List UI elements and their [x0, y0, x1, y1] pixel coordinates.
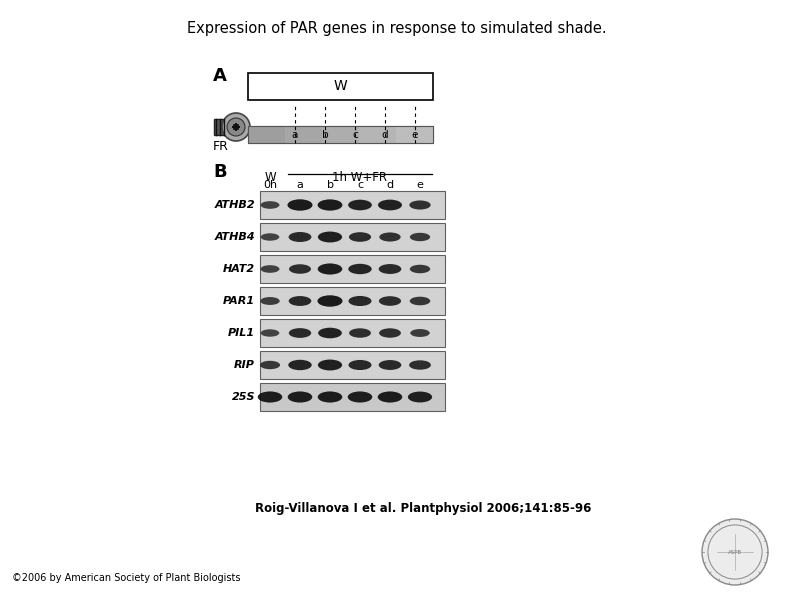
Ellipse shape [387, 131, 394, 135]
Ellipse shape [408, 392, 432, 402]
Ellipse shape [349, 232, 371, 242]
Ellipse shape [417, 131, 423, 135]
Bar [214, 119, 228, 135]
Bar [260, 351, 445, 379]
Bar [396, 126, 433, 143]
Ellipse shape [289, 296, 311, 306]
Ellipse shape [260, 361, 280, 369]
Bar [322, 126, 359, 143]
Text: RIP: RIP [234, 360, 255, 370]
Ellipse shape [318, 295, 342, 306]
Text: PAR1: PAR1 [223, 296, 255, 306]
Ellipse shape [379, 264, 401, 274]
Ellipse shape [289, 264, 311, 274]
Ellipse shape [289, 328, 311, 338]
Text: ATHB4: ATHB4 [214, 232, 255, 242]
Ellipse shape [318, 231, 342, 242]
Bar [260, 191, 445, 219]
Bar [359, 126, 396, 143]
Ellipse shape [349, 360, 372, 370]
Ellipse shape [380, 233, 401, 242]
Text: e: e [412, 130, 418, 139]
Text: FR: FR [213, 140, 229, 153]
Text: Expression of PAR genes in response to simulated shade.: Expression of PAR genes in response to s… [187, 21, 607, 36]
Text: A: A [213, 67, 227, 85]
Text: HAT2: HAT2 [223, 264, 255, 274]
Bar [260, 223, 445, 251]
Text: ATHB2: ATHB2 [214, 200, 255, 210]
Ellipse shape [287, 199, 313, 211]
Ellipse shape [410, 329, 430, 337]
Text: 1h W+FR: 1h W+FR [333, 171, 387, 184]
Ellipse shape [376, 131, 384, 135]
Ellipse shape [409, 361, 431, 369]
Ellipse shape [410, 201, 430, 209]
Circle shape [222, 113, 250, 141]
Ellipse shape [349, 264, 372, 274]
Ellipse shape [378, 200, 402, 211]
Ellipse shape [379, 328, 401, 338]
Text: ASPB: ASPB [728, 550, 742, 555]
Ellipse shape [326, 131, 333, 135]
Circle shape [702, 519, 768, 585]
Ellipse shape [318, 199, 342, 211]
Bar [285, 126, 322, 143]
Ellipse shape [379, 360, 401, 370]
Ellipse shape [349, 296, 372, 306]
Ellipse shape [296, 131, 303, 135]
Ellipse shape [287, 131, 294, 135]
Ellipse shape [318, 392, 342, 403]
Ellipse shape [410, 265, 430, 273]
Text: c: c [357, 180, 363, 190]
Bar [248, 126, 433, 143]
Ellipse shape [318, 264, 342, 274]
Ellipse shape [260, 297, 279, 305]
Text: PIL1: PIL1 [228, 328, 255, 338]
Text: ©2006 by American Society of Plant Biologists: ©2006 by American Society of Plant Biolo… [12, 573, 241, 583]
Ellipse shape [407, 131, 414, 135]
Bar [260, 383, 445, 411]
Text: Roig-Villanova I et al. Plantphysiol 2006;141:85-96: Roig-Villanova I et al. Plantphysiol 200… [255, 502, 592, 515]
Ellipse shape [318, 328, 342, 339]
Text: a: a [292, 130, 299, 139]
Ellipse shape [410, 233, 430, 241]
Text: d: d [387, 180, 394, 190]
Bar [260, 287, 445, 315]
Text: W: W [264, 171, 276, 184]
Text: d: d [382, 130, 388, 139]
Text: a: a [297, 180, 303, 190]
Ellipse shape [379, 296, 401, 306]
Bar [248, 126, 433, 143]
Ellipse shape [317, 131, 323, 135]
Ellipse shape [348, 200, 372, 210]
Bar [260, 319, 445, 347]
Ellipse shape [378, 392, 403, 403]
Ellipse shape [260, 233, 279, 241]
Ellipse shape [288, 360, 312, 370]
Text: c: c [352, 130, 358, 139]
Text: b: b [326, 180, 333, 190]
Ellipse shape [260, 329, 279, 337]
Bar [248, 126, 285, 143]
Ellipse shape [349, 328, 371, 338]
Text: e: e [417, 180, 423, 190]
Bar [260, 255, 445, 283]
Ellipse shape [258, 392, 283, 403]
Ellipse shape [410, 297, 430, 305]
Circle shape [227, 118, 245, 136]
Text: B: B [213, 163, 226, 181]
Text: 25S: 25S [232, 392, 255, 402]
Text: W: W [333, 80, 348, 93]
Ellipse shape [357, 131, 364, 135]
Ellipse shape [288, 232, 311, 242]
Ellipse shape [260, 201, 279, 209]
Ellipse shape [287, 392, 312, 403]
Ellipse shape [346, 131, 353, 135]
Text: b: b [322, 130, 328, 139]
Text: 0h: 0h [263, 180, 277, 190]
Ellipse shape [318, 359, 342, 371]
Bar [248, 73, 433, 100]
Ellipse shape [260, 265, 279, 273]
Ellipse shape [348, 392, 372, 403]
